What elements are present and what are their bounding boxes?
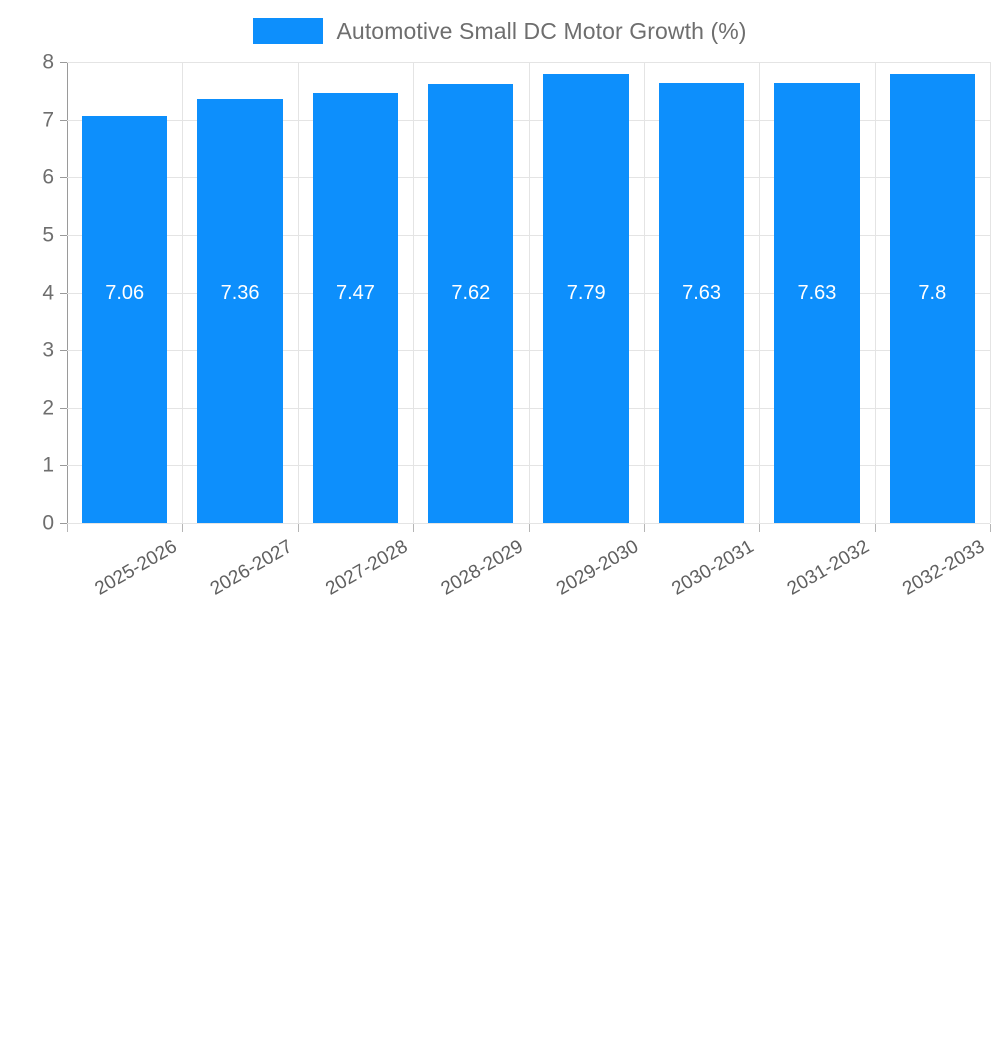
y-tick-mark xyxy=(60,119,67,121)
x-tick-mark xyxy=(759,524,760,532)
y-axis-tick-label: 8 xyxy=(42,50,54,74)
y-gridline xyxy=(67,465,990,467)
x-tick-mark xyxy=(182,524,183,532)
y-axis-tick-label: 6 xyxy=(42,165,54,189)
y-tick-mark xyxy=(60,465,67,467)
bar[interactable] xyxy=(658,83,745,523)
x-tick-mark xyxy=(529,524,530,532)
y-axis-tick-label: 5 xyxy=(42,223,54,247)
y-axis-tick-label: 1 xyxy=(42,453,54,477)
bar-value-label: 7.63 xyxy=(797,281,837,304)
bar[interactable] xyxy=(543,74,629,523)
y-axis-tick-label: 2 xyxy=(42,396,54,420)
y-gridline xyxy=(67,523,990,524)
bar[interactable] xyxy=(428,83,514,523)
x-axis-tick-label: 2032-2033 xyxy=(899,536,989,600)
legend-label: Automotive Small DC Motor Growth (%) xyxy=(336,17,747,44)
bar-chart: Automotive Small DC Motor Growth (%) 0 1 2… xyxy=(0,0,1000,600)
chart-legend[interactable]: Automotive Small DC Motor Growth (%) xyxy=(0,10,1000,52)
bar-value-label: 7.47 xyxy=(335,281,375,304)
y-gridline xyxy=(67,62,990,63)
y-gridline xyxy=(67,177,990,179)
x-gridline xyxy=(644,62,645,523)
bar[interactable] xyxy=(774,83,860,523)
y-gridline xyxy=(67,292,990,294)
y-tick-mark xyxy=(60,234,67,236)
x-tick-mark xyxy=(644,524,645,532)
plot-area: 7.06 7.36 7.47 7.62 7.79 7.63 7.63 7.8 xyxy=(67,62,991,524)
bar-value-label: 7.36 xyxy=(220,281,260,304)
x-gridline xyxy=(990,62,991,523)
x-gridline xyxy=(413,62,414,523)
x-tick-mark xyxy=(990,524,991,532)
x-gridline xyxy=(529,62,530,523)
x-axis-tick-label: 2029-2030 xyxy=(552,536,643,600)
x-gridline xyxy=(182,62,183,523)
y-tick-mark xyxy=(60,350,67,352)
legend-color-swatch[interactable] xyxy=(253,18,324,44)
y-axis-labels: 0 1 2 3 4 5 6 7 8 xyxy=(0,0,54,600)
y-gridline xyxy=(67,407,990,409)
bar-value-label: 7.06 xyxy=(105,281,145,304)
y-axis-tick-label: 7 xyxy=(42,108,54,132)
x-axis-tick-label: 2031-2032 xyxy=(783,536,873,600)
y-tick-mark xyxy=(60,407,67,409)
bar[interactable] xyxy=(197,98,283,523)
x-gridline xyxy=(875,62,876,523)
y-tick-mark xyxy=(60,177,67,179)
x-gridline xyxy=(298,62,299,523)
x-gridline xyxy=(759,62,760,523)
x-tick-mark xyxy=(298,524,299,532)
y-gridline xyxy=(67,119,990,121)
bar-value-label: 7.8 xyxy=(918,281,947,304)
bar-value-label: 7.62 xyxy=(451,281,491,304)
y-gridline xyxy=(67,234,990,236)
y-axis-tick-label: 3 xyxy=(42,338,54,362)
bar[interactable] xyxy=(81,116,168,523)
bar-value-label: 7.79 xyxy=(566,281,606,304)
x-tick-mark xyxy=(413,524,414,532)
bar[interactable] xyxy=(889,73,975,523)
y-axis-tick-label: 4 xyxy=(42,281,54,304)
y-tick-mark xyxy=(60,292,67,294)
bar[interactable] xyxy=(312,92,399,523)
y-axis-tick-label: 0 xyxy=(42,511,54,535)
bar-value-label: 7.63 xyxy=(682,281,722,304)
x-tick-mark xyxy=(67,524,68,532)
x-tick-mark xyxy=(875,524,876,532)
y-tick-mark xyxy=(60,523,67,524)
y-tick-mark xyxy=(60,62,67,63)
y-gridline xyxy=(67,350,990,352)
